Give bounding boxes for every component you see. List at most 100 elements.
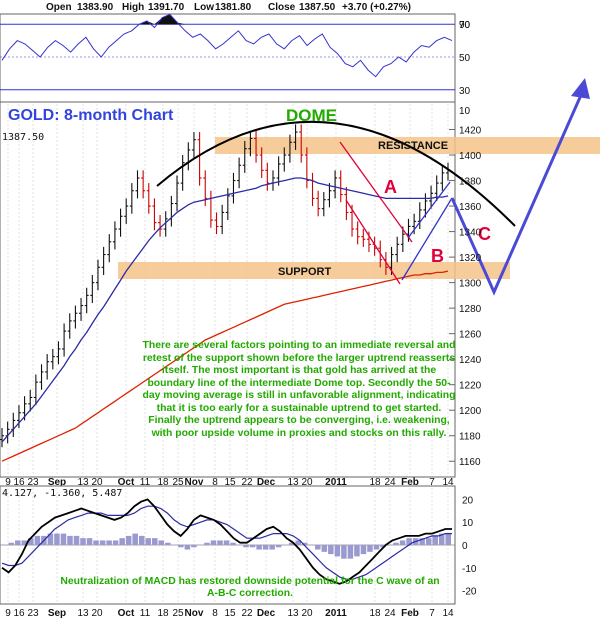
price-x-tick-label: 14 [442, 477, 454, 488]
macd-histogram-bar [341, 545, 347, 559]
price-bar [50, 348, 55, 370]
macd-histogram-bar [256, 545, 262, 550]
price-tick-label: 1180 [459, 432, 481, 443]
rsi-line [1, 13, 453, 78]
wave-c-label: C [478, 224, 491, 244]
price-x-tick-label: 7 [429, 477, 435, 488]
price-bar [135, 170, 140, 199]
price-bar [112, 221, 117, 250]
macd-x-tick-label: 9 [5, 608, 11, 619]
macd-values: 4.127, -1.360, 5.487 [2, 488, 122, 499]
rsi-tick-label: 10 [459, 106, 471, 117]
macd-panel: 4.127, -1.360, 5.487 Neutralization of M… [0, 485, 456, 605]
macd-commentary: Neutralization of MACD has restored down… [60, 576, 440, 599]
price-x-tick-label: 18 [369, 477, 381, 488]
macd-x-tick-label: 15 [224, 608, 236, 619]
macd-histogram-bar [223, 540, 230, 545]
price-bar [141, 170, 146, 199]
price-tick-label: 1260 [459, 330, 482, 341]
price-x-tick-label: Sep [48, 477, 66, 488]
dome-label: DOME [286, 106, 337, 125]
rsi-panel [0, 13, 456, 103]
macd-histogram-bar [73, 535, 80, 545]
macd-histogram-bar [60, 533, 67, 545]
macd-histogram-bar [367, 545, 373, 552]
macd-histogram-bar [334, 545, 341, 557]
macd-histogram-bar [295, 540, 301, 545]
macd-histogram-bar [132, 533, 138, 545]
last-price-tag: 1387.50 [2, 132, 44, 143]
macd-signal-line [1, 505, 452, 580]
macd-x-tick-label: 13 [77, 608, 89, 619]
price-bar [220, 204, 225, 235]
macd-histogram-bar [15, 540, 21, 545]
macd-histogram-bar [47, 533, 54, 545]
macd-x-tick-label: 20 [91, 608, 103, 619]
price-bar [163, 211, 168, 237]
macd-tick-label: -10 [462, 564, 477, 575]
macd-histogram-bar [138, 535, 145, 545]
macd-x-tick-label: 22 [241, 608, 253, 619]
macd-histogram-bar [86, 538, 93, 545]
price-tick-label: 1420 [459, 126, 482, 137]
price-tick-label: 1300 [459, 279, 482, 290]
price-bar [118, 208, 123, 237]
macd-histogram-bar [321, 545, 328, 552]
price-tick-label: 1220 [459, 381, 482, 392]
price-bar [39, 364, 44, 390]
macd-histogram-bar [269, 545, 275, 550]
macd-histogram-bar [106, 540, 112, 545]
price-bar [254, 130, 259, 163]
price-bar [107, 234, 112, 263]
price-bar [152, 198, 157, 231]
macd-tick-label: 10 [462, 518, 474, 529]
price-bar [197, 132, 202, 186]
price-x-tick-label: 13 [77, 477, 89, 488]
macd-histogram-bar [93, 540, 99, 545]
macd-histogram-bar [152, 538, 158, 545]
rsi-tick-label: 70 [459, 20, 471, 31]
price-bar [333, 170, 338, 199]
price-bar [316, 190, 321, 217]
price-bar [282, 147, 287, 172]
price-x-tick-label: 9 [5, 477, 11, 488]
price-tick-label: 1380 [459, 177, 482, 188]
low-label: Low [194, 2, 214, 13]
macd-x-tick-label: 11 [140, 608, 151, 619]
price-bar [225, 188, 230, 221]
macd-histogram-bar [112, 540, 119, 545]
price-x-tick-label: Dec [257, 477, 276, 488]
macd-histogram-bar [197, 545, 204, 546]
price-bar [191, 132, 196, 158]
high-value: 1391.70 [148, 2, 185, 13]
macd-histogram-bar [445, 533, 451, 545]
macd-histogram-bar [217, 540, 223, 545]
macd-histogram-bar [262, 545, 269, 550]
price-bar [265, 162, 270, 191]
price-bar [56, 341, 61, 365]
open-label: Open [46, 2, 72, 13]
low-value: 1381.80 [215, 2, 252, 13]
macd-histogram-bar [425, 538, 432, 545]
macd-x-tick-label: Sep [48, 608, 66, 619]
macd-histogram-bar [80, 538, 86, 545]
macd-histogram-bar [328, 545, 334, 555]
price-panel-frame [0, 101, 456, 478]
macd-x-tick-label: 18 [157, 608, 169, 619]
price-bar [231, 172, 236, 204]
macd-histogram-bar [184, 545, 191, 550]
price-x-tick-label: 23 [27, 477, 39, 488]
price-bar [400, 226, 405, 252]
rsi-tick-label: 50 [459, 53, 471, 64]
price-bar [180, 155, 185, 191]
price-bar [242, 141, 247, 173]
macd-histogram-bar [67, 535, 73, 545]
macd-tick-label: 0 [462, 541, 468, 552]
price-x-tick-label: 22 [241, 477, 253, 488]
close-label: Close [268, 2, 296, 13]
price-bar [423, 193, 428, 218]
macd-tick-label: -20 [462, 587, 477, 598]
price-bar [0, 428, 4, 448]
dome-arc [156, 120, 516, 227]
macd-histogram-bar [21, 540, 28, 545]
